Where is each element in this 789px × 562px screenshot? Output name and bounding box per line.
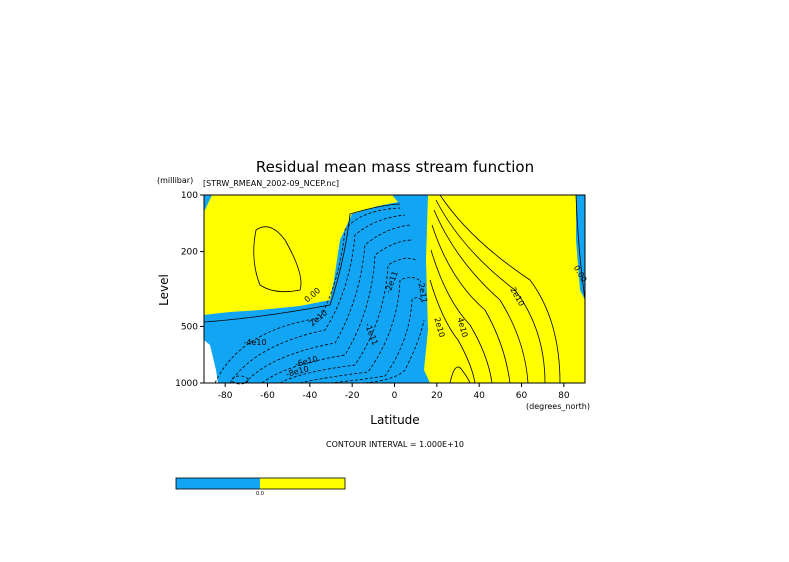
- colorbar-negative: [176, 478, 260, 489]
- positive-region: [204, 195, 398, 315]
- x-units: (degrees_north): [526, 402, 590, 411]
- x-tick-label: -20: [345, 391, 360, 401]
- y-tick-label: 500: [181, 322, 198, 332]
- x-tick-label: 40: [473, 391, 485, 401]
- footer: CONTOUR INTERVAL = 1.000E+10: [326, 440, 464, 449]
- subtitle: [STRW_RMEAN_2002-09_NCEP.nc]: [203, 179, 339, 188]
- x-tick-label: 0: [392, 391, 398, 401]
- colorbar-positive: [260, 478, 345, 489]
- y-tick-label: 100: [181, 191, 198, 201]
- y-units: (millibar): [157, 176, 193, 185]
- x-tick-label: -40: [302, 391, 317, 401]
- negative-contour-lines: [214, 207, 425, 385]
- chart-title: Residual mean mass stream function: [256, 158, 534, 176]
- contour-field: [203, 194, 586, 385]
- x-tick-label: 20: [431, 391, 443, 401]
- colorbar-label: 0.0: [256, 491, 264, 497]
- y-tick-label: 200: [181, 248, 198, 258]
- x-tick-label: 80: [558, 391, 570, 401]
- missing-region: [204, 340, 218, 383]
- x-tick-label: -80: [218, 391, 233, 401]
- x-axis-label: Latitude: [370, 413, 419, 427]
- x-tick-label: 60: [516, 391, 528, 401]
- contour-label: -4e10: [243, 338, 266, 347]
- colorbar-frame: [175, 477, 346, 490]
- y-axis-label: Level: [157, 274, 171, 306]
- x-tick-label: -60: [260, 391, 275, 401]
- contour-lines: [203, 194, 586, 384]
- y-tick-label: 1000: [175, 379, 198, 389]
- contour-label: -2e11: [416, 279, 429, 303]
